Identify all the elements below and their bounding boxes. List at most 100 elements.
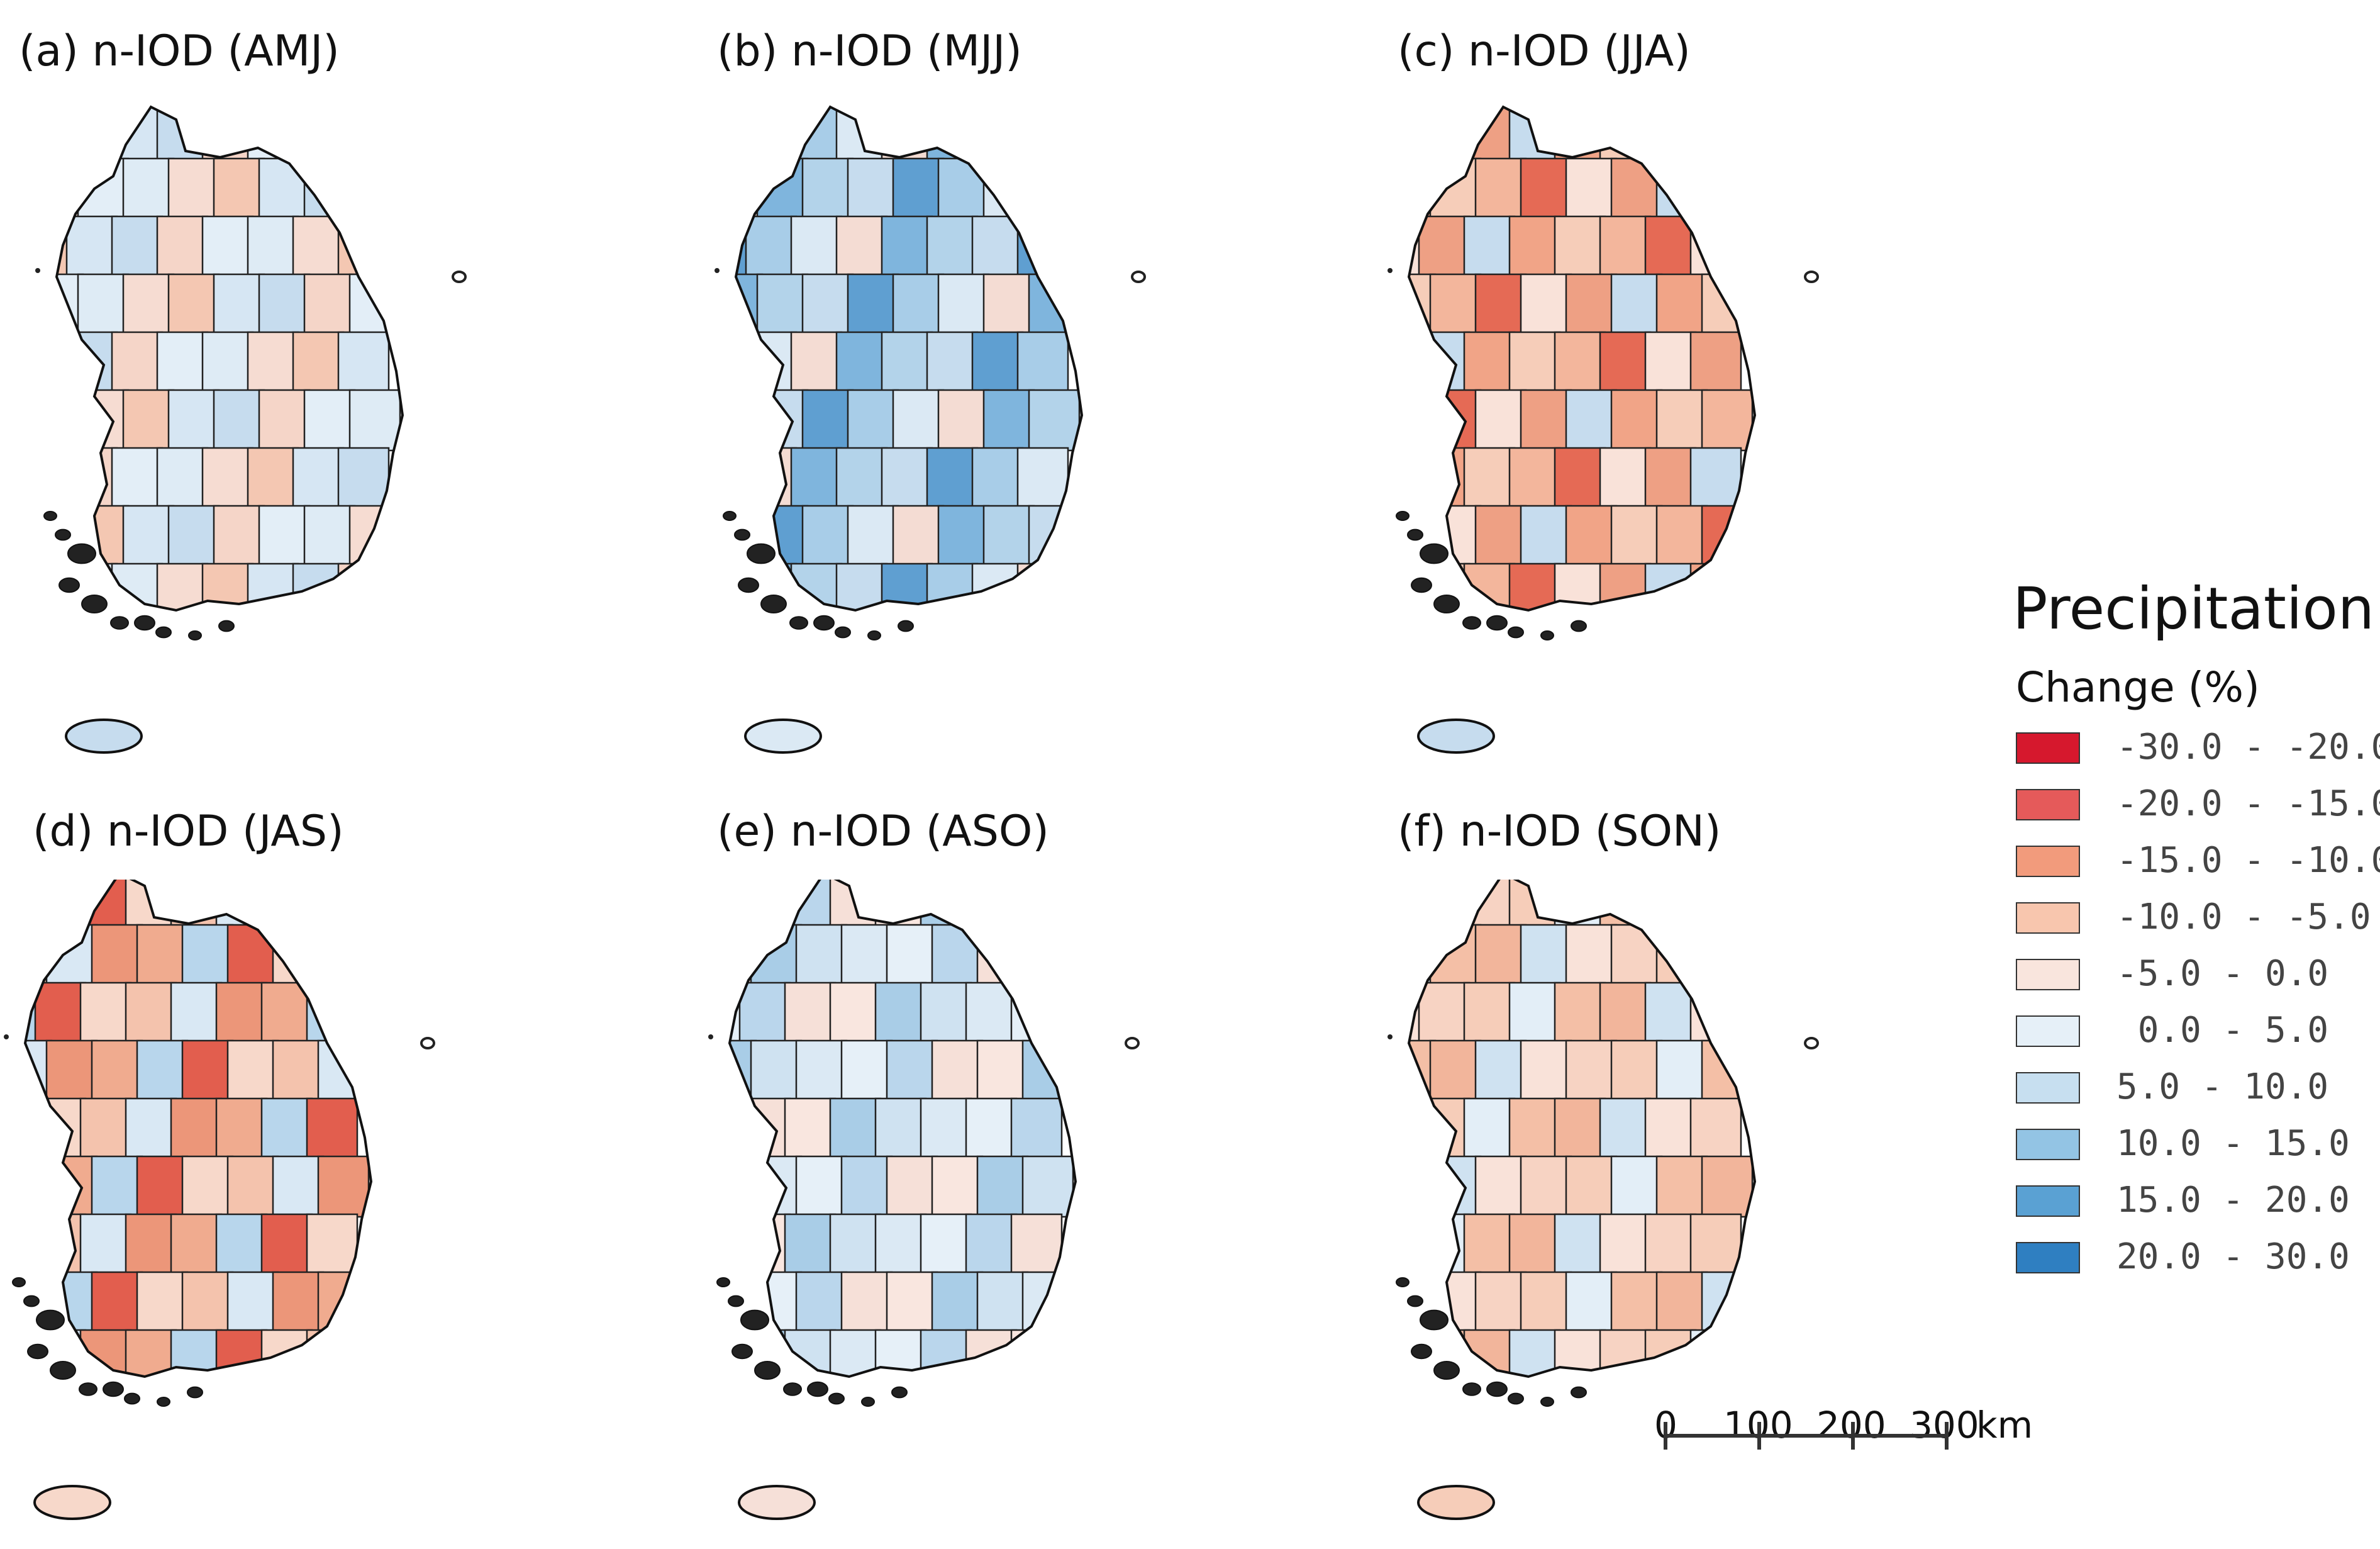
legend-swatch [2016,1129,2080,1160]
map-region [57,215,73,278]
map-region [57,389,84,452]
island [1571,1386,1587,1399]
map-region [215,880,268,929]
map-region [971,562,1024,610]
island [867,630,881,640]
legend-label: 10.0 - 15.0 [2116,1123,2350,1164]
island [1396,1277,1410,1287]
map-region [125,1213,177,1276]
map-region [784,1213,837,1276]
map-region [847,273,899,336]
map-region [790,331,843,394]
map-region [1463,1329,1516,1377]
map-region [91,924,143,987]
legend-swatch [2016,959,2080,990]
island [1508,1392,1524,1405]
map-region [1644,880,1697,929]
map-region [156,447,209,510]
island [1540,630,1554,640]
map-region [982,157,1035,220]
map-region [1409,1097,1425,1160]
map-region [1599,107,1652,162]
panel-f-title: (f) n-IOD (SON) [1398,807,1721,856]
map-region [306,880,359,929]
map-region [881,331,933,394]
map-region [317,1155,370,1218]
map-region [937,389,990,452]
island [1420,543,1449,564]
eastern-island [420,1037,435,1049]
map-region [213,157,265,220]
map-region [784,1329,837,1377]
map-region [1644,1097,1697,1160]
map-region [25,924,53,987]
western-islet [4,1034,9,1039]
map-region [1021,924,1074,987]
map-region [247,107,299,162]
map-region [125,981,177,1044]
map-region [77,273,130,336]
map-region [835,107,888,162]
map-region [156,107,209,162]
map-region [258,389,311,452]
western-islet [1387,1034,1393,1039]
island [1486,615,1508,631]
map-region [1689,1097,1742,1160]
map-region [303,273,356,336]
map-region [1701,1271,1754,1334]
map-panel-f [1387,880,1819,1520]
map-region [847,505,899,568]
map-region [1028,389,1081,452]
map-region [886,924,938,987]
map-panel-e [708,880,1140,1520]
map-region [306,1329,359,1377]
map-region [1689,880,1742,929]
map-region [874,1329,927,1377]
map-region [1016,107,1069,162]
map-region [57,331,73,394]
map-region [125,1097,177,1160]
eastern-island [1131,271,1146,283]
map-region [1418,1329,1471,1377]
map-region [840,1155,893,1218]
island [218,620,235,632]
map-region [34,1097,87,1160]
map-region [34,981,87,1044]
map-region [258,157,311,220]
map-region [1689,331,1742,394]
coastline [1407,105,1757,612]
western-islet [1387,268,1393,273]
island [1407,1295,1423,1307]
legend-swatch [2016,789,2080,820]
map-region [784,981,837,1044]
jeju-island [1417,719,1495,754]
map-region [348,157,401,220]
island [155,626,172,639]
map-region [77,157,130,220]
map-region [1463,1097,1516,1160]
map-region [736,389,764,452]
map-region [1520,157,1572,220]
map-region [34,880,87,929]
map-region [736,157,764,220]
map-region [1554,880,1606,929]
island [716,1277,730,1287]
panel-c-title: (c) n-IOD (JJA) [1398,26,1691,76]
map-region [1565,273,1618,336]
map-region [840,924,893,987]
jeju-island [738,1485,816,1520]
map-region [1016,331,1069,394]
map-region [1429,924,1482,987]
map-region [750,924,803,987]
map-region [971,107,1024,162]
map-region [790,447,843,510]
map-region [1429,389,1482,452]
map-region [136,1271,189,1334]
map-region [1565,1155,1618,1218]
map-region [1565,924,1618,987]
map-region [847,389,899,452]
map-region [931,1155,984,1218]
map-region [1599,215,1652,278]
legend-label: -15.0 - -10.0 [2116,840,2380,881]
map-region [1429,157,1482,220]
